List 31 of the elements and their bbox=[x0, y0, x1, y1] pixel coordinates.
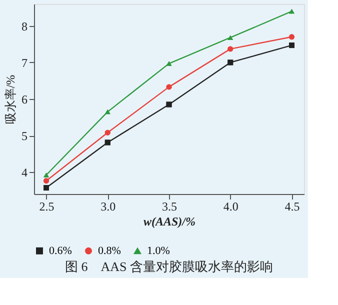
x-tick-label: 3.0 bbox=[100, 200, 116, 214]
y-tick-label: 6 bbox=[22, 92, 28, 106]
point bbox=[288, 42, 294, 48]
y-axis-title: 吸水率/% bbox=[4, 74, 18, 124]
legend-label: 0.8% bbox=[98, 244, 121, 257]
point bbox=[104, 109, 110, 114]
y-tick-label: 5 bbox=[22, 129, 28, 144]
legend-label: 0.6% bbox=[49, 244, 72, 257]
point bbox=[44, 172, 50, 178]
x-tick-label: 4.0 bbox=[223, 200, 238, 214]
x-tick-label: 2.5 bbox=[39, 200, 54, 214]
point bbox=[288, 34, 294, 40]
legend-label: 1.0% bbox=[147, 245, 170, 258]
y-tick-label: 7 bbox=[22, 56, 28, 70]
y-tick-label: 4 bbox=[22, 166, 28, 180]
point bbox=[228, 46, 234, 52]
point bbox=[228, 60, 234, 66]
point bbox=[166, 61, 172, 66]
x-axis-title: w(AAS)/% bbox=[143, 214, 196, 228]
point bbox=[166, 84, 172, 90]
x-tick-label: 4.5 bbox=[284, 200, 300, 214]
y-tick-label: 8 bbox=[22, 19, 28, 34]
point bbox=[44, 178, 50, 184]
point bbox=[288, 8, 294, 14]
x-tick-label: 3.5 bbox=[162, 200, 177, 214]
point bbox=[104, 130, 110, 136]
point bbox=[44, 185, 50, 191]
point bbox=[228, 35, 234, 40]
text: 图 6 AAS 含量对胶膜吸水率的影响 bbox=[64, 259, 274, 274]
point bbox=[104, 140, 110, 146]
point bbox=[166, 102, 172, 108]
